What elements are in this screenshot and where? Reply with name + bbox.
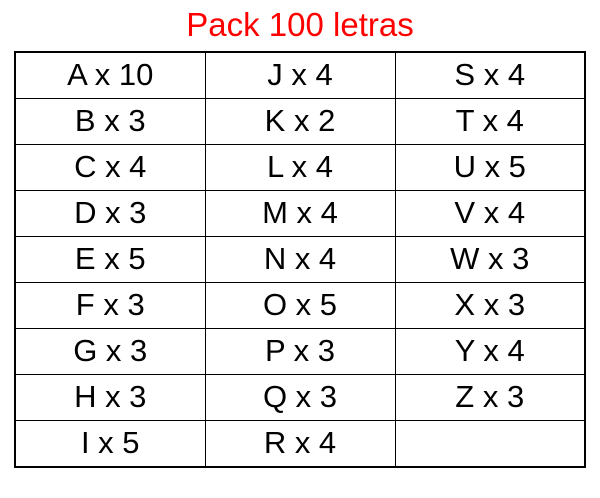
table-row: D x 3 M x 4 V x 4 [14, 189, 586, 237]
table-row: F x 3 O x 5 X x 3 [14, 281, 586, 329]
table-cell: E x 5 [14, 235, 206, 283]
table-cell: G x 3 [14, 327, 206, 375]
table-cell: R x 4 [204, 419, 396, 468]
table-row: B x 3 K x 2 T x 4 [14, 97, 586, 145]
table-row: C x 4 L x 4 U x 5 [14, 143, 586, 191]
table-cell: N x 4 [204, 235, 396, 283]
page: Pack 100 letras A x 10 J x 4 S x 4 B x 3… [0, 6, 600, 468]
table-row: G x 3 P x 3 Y x 4 [14, 327, 586, 375]
table-cell: Q x 3 [204, 373, 396, 421]
page-title: Pack 100 letras [186, 6, 414, 43]
table-cell: K x 2 [204, 97, 396, 145]
table-cell: V x 4 [394, 189, 586, 237]
table-cell: Z x 3 [394, 373, 586, 421]
table-cell: B x 3 [14, 97, 206, 145]
table-cell: A x 10 [14, 51, 206, 99]
table-row: H x 3 Q x 3 Z x 3 [14, 373, 586, 421]
table-cell: P x 3 [204, 327, 396, 375]
table-cell: M x 4 [204, 189, 396, 237]
table-cell: S x 4 [394, 51, 586, 99]
letters-table-body: A x 10 J x 4 S x 4 B x 3 K x 2 T x 4 C x… [14, 51, 586, 468]
table-cell: Y x 4 [394, 327, 586, 375]
table-cell: O x 5 [204, 281, 396, 329]
table-cell: F x 3 [14, 281, 206, 329]
table-row: E x 5 N x 4 W x 3 [14, 235, 586, 283]
table-cell [394, 419, 586, 468]
table-row: I x 5 R x 4 [14, 419, 586, 468]
table-cell: W x 3 [394, 235, 586, 283]
table-cell: X x 3 [394, 281, 586, 329]
table-cell: C x 4 [14, 143, 206, 191]
table-cell: L x 4 [204, 143, 396, 191]
table-cell: D x 3 [14, 189, 206, 237]
table-cell: J x 4 [204, 51, 396, 99]
table-cell: U x 5 [394, 143, 586, 191]
letters-table: A x 10 J x 4 S x 4 B x 3 K x 2 T x 4 C x… [14, 50, 586, 468]
table-cell: T x 4 [394, 97, 586, 145]
table-row: A x 10 J x 4 S x 4 [14, 51, 586, 99]
table-cell: I x 5 [14, 419, 206, 468]
table-cell: H x 3 [14, 373, 206, 421]
